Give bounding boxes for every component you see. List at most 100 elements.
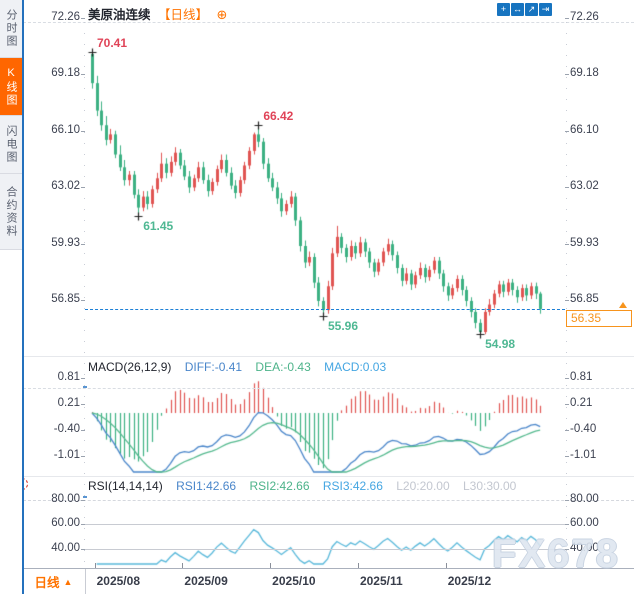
axis-tick xyxy=(81,549,85,550)
rsi-axis-left-1: 60.00 xyxy=(51,517,80,529)
annotation-54-98: 54.98 xyxy=(485,337,516,352)
axis-tick xyxy=(81,404,85,405)
price-axis-right-3: 63.02 xyxy=(570,180,599,193)
current-price-line xyxy=(85,309,565,310)
month-tick xyxy=(357,563,359,568)
annotation-61-45: 61.45 xyxy=(143,218,174,233)
axis-tick xyxy=(565,456,569,457)
macd-axis-right-3: -1.01 xyxy=(570,449,597,461)
month-tick xyxy=(182,563,184,568)
axis-tick xyxy=(81,300,85,301)
scale-icon[interactable]: ↗ xyxy=(525,3,538,16)
macd-axis-left-1: 0.21 xyxy=(57,397,80,409)
macd-dea-value: DEA:-0.43 xyxy=(255,360,311,374)
panel-divider-macd-rsi xyxy=(23,476,634,477)
macd-axis-right-2: -0.40 xyxy=(570,423,597,435)
rsi-axis-right-1: 60.00 xyxy=(570,517,599,529)
price-axis-right-0: 72.26 xyxy=(570,11,599,23)
crosshair-icon[interactable]: + xyxy=(497,3,510,16)
current-price-box: 56.35 xyxy=(566,310,632,327)
axis-tick xyxy=(565,378,569,379)
price-axis-right-5: 56.85 xyxy=(570,293,599,305)
l20-value: L20:20.00 xyxy=(396,479,450,493)
price-axis-right-4: 59.93 xyxy=(570,236,599,249)
rsi-title: RSI(14,14,14) xyxy=(88,479,163,493)
rsi-80-gridline xyxy=(23,500,634,501)
axis-tick xyxy=(81,243,85,245)
month-label-2025-08: 2025/08 xyxy=(96,574,140,588)
left-sidebar: 分时图 K线图 闪电图 合约资料 xyxy=(0,0,24,594)
symbol-title: 美原油连续 xyxy=(88,8,151,22)
l30-value: L30:30.00 xyxy=(462,479,517,493)
bottom-bar-divider xyxy=(85,569,86,594)
price-axis-left-3: 63.02 xyxy=(51,180,80,193)
sidebar-tab-3[interactable]: 闪电图 xyxy=(0,116,22,174)
rsi-60-gridline xyxy=(85,524,565,525)
axis-tick xyxy=(565,74,569,76)
period-tag: 【日线】 xyxy=(158,8,209,22)
macd-axis-left-2: -0.40 xyxy=(53,423,80,435)
rsi3-value: RSI3:42.66 xyxy=(322,479,383,493)
annotation-70-41: 70.41 xyxy=(97,35,128,50)
month-label-2025-12: 2025/12 xyxy=(447,574,492,588)
axis-tick xyxy=(565,524,569,525)
month-tick xyxy=(270,563,272,568)
axis-tick xyxy=(565,300,569,301)
axis-tick xyxy=(565,130,569,132)
month-label-2025-10: 2025/10 xyxy=(272,574,316,588)
axis-tick xyxy=(81,430,85,431)
rsi-header: RSI(14,14,14) RSI1:42.66 RSI2:42.66 RSI3… xyxy=(88,479,516,493)
axis-tick xyxy=(81,378,85,379)
axis-tick xyxy=(565,500,569,501)
panel-divider-main-macd xyxy=(23,356,634,357)
x-axis-line xyxy=(23,568,634,569)
period-button[interactable]: 日线 ▲ xyxy=(23,569,84,594)
rsi2-value: RSI2:42.66 xyxy=(249,479,310,493)
sidebar-tab-1[interactable]: 分时图 xyxy=(0,0,22,58)
axis-tick xyxy=(565,430,569,431)
price-axis-right-2: 66.10 xyxy=(570,123,599,136)
top-gridline xyxy=(23,22,634,23)
rsi-axis-right-0: 80.00 xyxy=(570,493,599,505)
chart-toolbar: + ↔ ↗ ⇥ xyxy=(497,3,552,16)
sidebar-tab-4[interactable]: 合约资料 xyxy=(0,174,22,250)
axis-tick xyxy=(81,74,85,76)
macd-title: MACD(26,12,9) xyxy=(88,360,172,374)
rsi-axis-left-2: 40.00 xyxy=(51,542,80,554)
price-up-arrow-icon xyxy=(619,302,627,308)
chart-header: 美原油连续 【日线】 ⊕ xyxy=(88,4,227,23)
fit-range-icon[interactable]: ↔ xyxy=(511,3,524,16)
add-indicator-icon[interactable]: ⊕ xyxy=(216,7,228,22)
month-tick xyxy=(94,563,96,568)
axis-tick xyxy=(565,243,569,245)
watermark: FX678 xyxy=(492,532,620,576)
macd-header: MACD(26,12,9) DIFF:-0.41 DEA:-0.43 MACD:… xyxy=(88,360,386,374)
rsi-40-gridline xyxy=(85,549,565,550)
axis-tick xyxy=(565,549,569,550)
period-up-arrow-icon: ▲ xyxy=(63,576,73,587)
price-axis-left-2: 66.10 xyxy=(51,123,80,136)
axis-tick xyxy=(565,187,569,189)
month-tick xyxy=(445,563,447,568)
month-label-2025-11: 2025/11 xyxy=(359,574,403,588)
macd-axis-right-0: 0.81 xyxy=(570,371,593,383)
pan-right-icon[interactable]: ⇥ xyxy=(539,3,552,16)
sidebar-tab-2[interactable]: K线图 xyxy=(0,58,22,116)
axis-tick xyxy=(81,500,85,501)
annotation-55-96: 55.96 xyxy=(328,319,359,334)
price-axis-left-0: 72.26 xyxy=(51,11,80,23)
macd-diff-value: DIFF:-0.41 xyxy=(184,360,243,374)
axis-tick xyxy=(81,524,85,525)
month-label-2025-09: 2025/09 xyxy=(184,574,228,588)
axis-tick xyxy=(81,456,85,457)
rsi1-value: RSI1:42.66 xyxy=(176,479,237,493)
rsi-left-blue-tick xyxy=(83,496,87,498)
macd-left-blue-tick xyxy=(83,386,87,388)
right-axis-dotted-ticks xyxy=(566,22,567,566)
price-axis-left-1: 69.18 xyxy=(51,67,80,80)
left-axis-dotted-ticks xyxy=(84,22,85,566)
macd-top-gridline xyxy=(23,388,634,389)
macd-value: MACD:0.03 xyxy=(324,360,387,374)
